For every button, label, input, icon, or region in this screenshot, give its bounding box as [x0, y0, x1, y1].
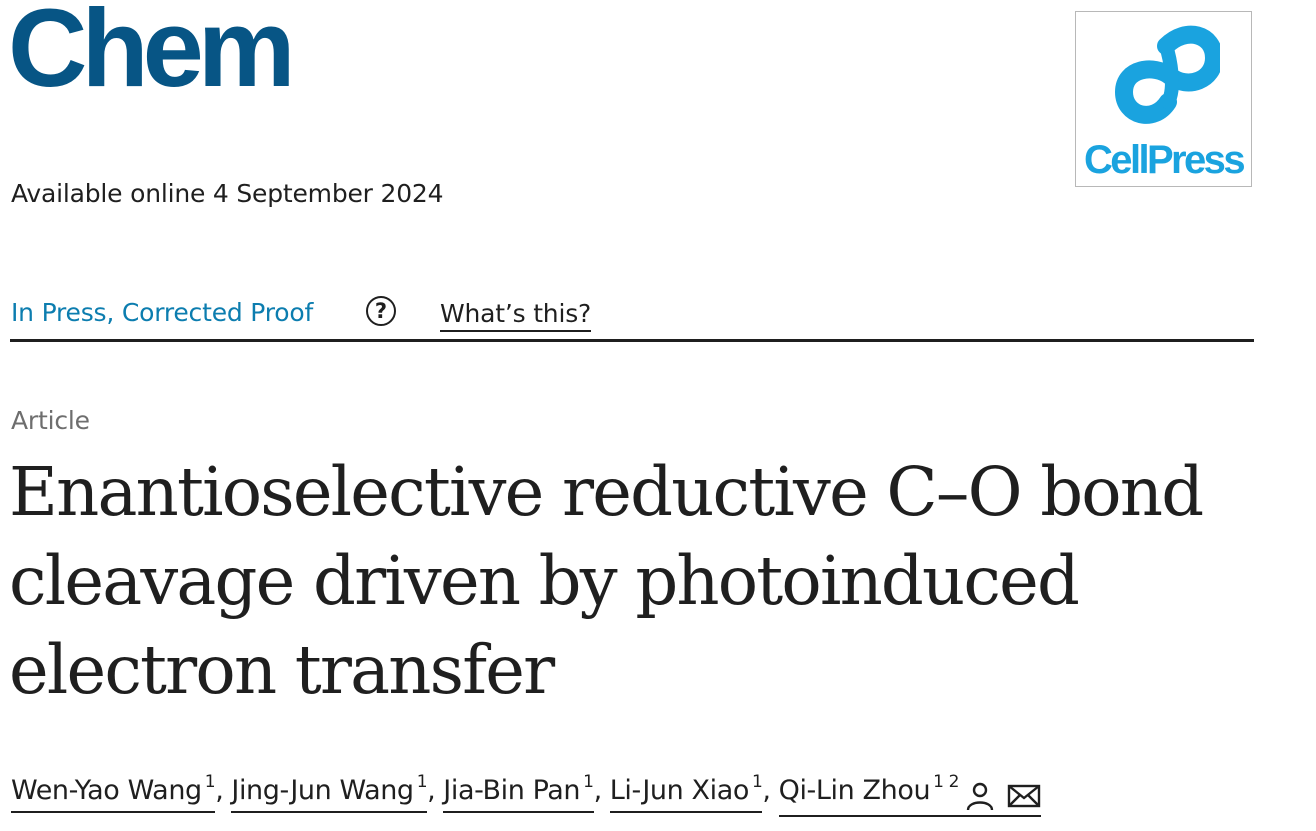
affiliation-marker: 1	[583, 772, 594, 792]
author-name: Wen-Yao Wang	[11, 775, 202, 806]
author-list: Wen-Yao Wang 1, Jing-Jun Wang 1, Jia-Bin Pan…	[11, 762, 1042, 817]
whats-this-link[interactable]: What’s this?	[440, 298, 591, 332]
author-name: Li-Jun Xiao	[609, 775, 750, 806]
envelope-icon	[1007, 784, 1041, 807]
author-icons	[965, 775, 1041, 815]
help-icon[interactable]: ?	[366, 296, 396, 326]
person-icon	[966, 782, 994, 810]
publisher-wordmark: CellPress	[1084, 138, 1246, 182]
author-name: Jia-Bin Pan	[443, 775, 581, 806]
affiliation-marker: 1	[751, 772, 763, 792]
author-separator: ,	[215, 775, 224, 806]
affiliation-marker: 1	[416, 772, 428, 792]
author-name: Qi-Lin Zhou	[778, 775, 931, 806]
article-type: Article	[11, 406, 90, 435]
affiliation-marker: 1	[204, 772, 216, 792]
author-name: Jing-Jun Wang	[231, 775, 414, 806]
author-link[interactable]: Li-Jun Xiao 1	[609, 762, 763, 813]
availability-date: Available online 4 September 2024	[11, 179, 444, 208]
article-status-bar: In Press, Corrected Proof ? What’s this?	[10, 292, 1254, 342]
journal-logo[interactable]: Chem	[8, 0, 296, 110]
author-separator: ,	[427, 775, 436, 806]
author-link[interactable]: Jia-Bin Pan 1	[443, 762, 594, 813]
author-separator: ,	[762, 775, 771, 806]
affiliation-marker: 1 2	[933, 772, 960, 792]
author-separator: ,	[593, 775, 603, 806]
status-label[interactable]: In Press, Corrected Proof	[11, 298, 314, 327]
author-link[interactable]: Jing-Jun Wang 1	[231, 762, 428, 813]
author-link[interactable]: Wen-Yao Wang 1	[11, 762, 216, 813]
author-link-corresponding[interactable]: Qi-Lin Zhou 1 2	[778, 762, 1042, 817]
article-title: Enantioselective reductive C–O bond clea…	[9, 453, 1204, 709]
cellpress-logo-icon	[1114, 25, 1220, 124]
publisher-logo[interactable]: CellPress	[1075, 11, 1252, 187]
